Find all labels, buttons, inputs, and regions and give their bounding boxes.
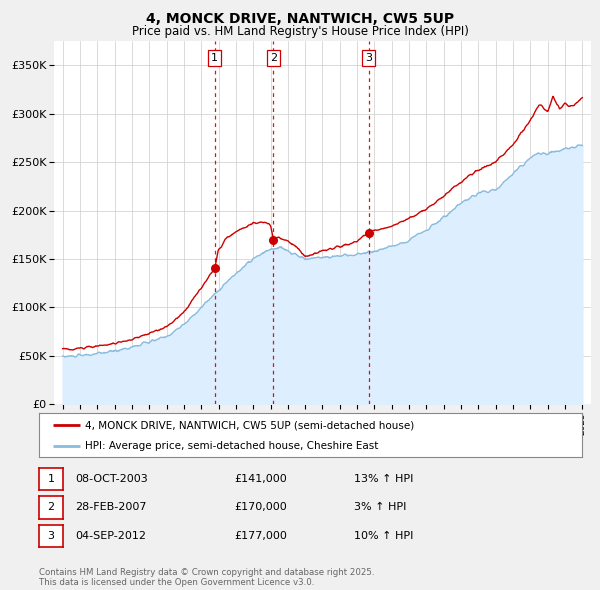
Text: 10% ↑ HPI: 10% ↑ HPI (354, 531, 413, 540)
Text: 4, MONCK DRIVE, NANTWICH, CW5 5UP (semi-detached house): 4, MONCK DRIVE, NANTWICH, CW5 5UP (semi-… (85, 421, 415, 430)
Text: 28-FEB-2007: 28-FEB-2007 (75, 503, 146, 512)
Text: £141,000: £141,000 (234, 474, 287, 484)
Text: 1: 1 (47, 474, 55, 484)
Text: 2: 2 (47, 503, 55, 512)
Text: 1: 1 (211, 53, 218, 63)
Text: Price paid vs. HM Land Registry's House Price Index (HPI): Price paid vs. HM Land Registry's House … (131, 25, 469, 38)
Text: 3% ↑ HPI: 3% ↑ HPI (354, 503, 406, 512)
Text: £170,000: £170,000 (234, 503, 287, 512)
Text: £177,000: £177,000 (234, 531, 287, 540)
Text: 4, MONCK DRIVE, NANTWICH, CW5 5UP: 4, MONCK DRIVE, NANTWICH, CW5 5UP (146, 12, 454, 26)
Text: Contains HM Land Registry data © Crown copyright and database right 2025.
This d: Contains HM Land Registry data © Crown c… (39, 568, 374, 587)
Text: 3: 3 (365, 53, 372, 63)
Text: HPI: Average price, semi-detached house, Cheshire East: HPI: Average price, semi-detached house,… (85, 441, 379, 451)
Text: 3: 3 (47, 531, 55, 540)
Text: 04-SEP-2012: 04-SEP-2012 (75, 531, 146, 540)
Text: 08-OCT-2003: 08-OCT-2003 (75, 474, 148, 484)
Text: 2: 2 (270, 53, 277, 63)
Text: 13% ↑ HPI: 13% ↑ HPI (354, 474, 413, 484)
